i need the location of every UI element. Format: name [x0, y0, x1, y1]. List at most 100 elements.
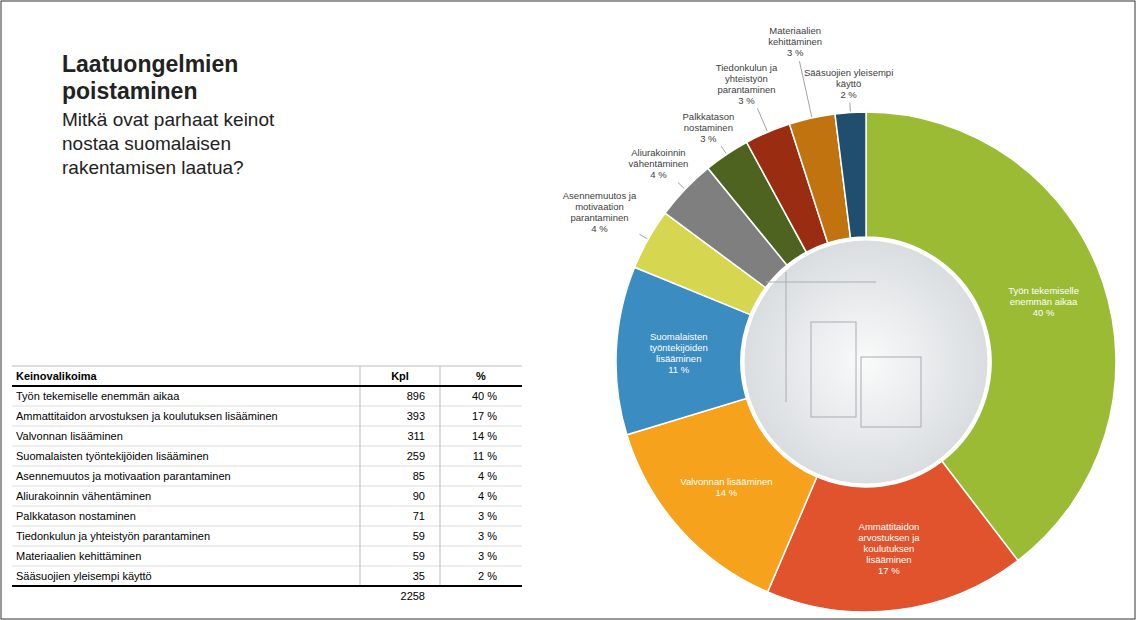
leader-line [849, 103, 851, 112]
table-cell: 3 % [478, 510, 497, 522]
slice-label: Suomalaistentyöntekijöidenlisääminen11 % [650, 331, 708, 375]
slice-value: 3 % [700, 133, 717, 144]
table-cell: 896 [407, 390, 425, 402]
pie-slice [835, 112, 866, 238]
center-image [743, 239, 989, 485]
slice-label: Ammattitaidonarvostuksen jakoulutuksenli… [858, 521, 920, 576]
slice-label: Materiaalienkehittäminen3 % [768, 25, 822, 58]
slice-category: Materiaalienkehittäminen [768, 25, 822, 47]
table-cell: Sääsuojien yleisempi käyttö [16, 570, 152, 582]
text-line: Suomalaisten [650, 331, 708, 342]
text-line: Työn tekemiselle [1008, 285, 1079, 296]
text-line: käyttö [836, 78, 861, 89]
table-cell: 4 % [478, 470, 497, 482]
center-drawing-part [786, 272, 787, 402]
slice-label: Tiedonkulun jayhteistyönparantaminen3 % [716, 62, 778, 106]
text-line: Valvonnan lisääminen [680, 476, 772, 487]
column-separator [440, 366, 441, 586]
text-line: Palkkatason [683, 111, 735, 122]
text-line: Aliurakoinnin [631, 147, 685, 158]
slice-category: Palkkatasonnostaminen [683, 111, 735, 133]
header-rule [12, 385, 522, 387]
table-cell: Materiaalien kehittäminen [16, 550, 141, 562]
row-separator [12, 406, 522, 407]
subtitle: Mitkä ovat parhaat keinot nostaa suomalai… [62, 109, 275, 178]
table-cell: 59 [413, 530, 425, 542]
text-line: poistaminen [62, 78, 197, 104]
text-line: Sääsuojien yleisempi [804, 67, 893, 78]
text-line: työntekijöiden [650, 342, 708, 353]
table-cell: 11 % [473, 450, 497, 462]
total-rule [12, 585, 522, 587]
slice-value: 17 % [878, 565, 900, 576]
table-cell: 4 % [478, 490, 497, 502]
row-separator [12, 466, 522, 467]
slice-label: Valvonnan lisääminen14 % [680, 476, 772, 498]
text-line: motivaation [575, 201, 624, 212]
column-header: Kpl [391, 370, 409, 382]
text-line: kehittäminen [768, 36, 822, 47]
text-line: Mitkä ovat parhaat keinot [62, 109, 275, 130]
row-separator [12, 426, 522, 427]
text-line: lisääminen [656, 353, 701, 364]
text-line: nostaminen [684, 122, 733, 133]
text-line: nostaa suomalaisen [62, 133, 231, 154]
slice-labels: Työn tekemiselleenemmän aikaa40 % Ammatti… [563, 25, 1079, 575]
table-cell: 59 [413, 550, 425, 562]
slice-label: Aliurakoinninvähentäminen4 % [629, 147, 689, 180]
center-drawing-part [766, 282, 876, 283]
text-line: lisääminen [866, 554, 911, 565]
slice-value: 14 % [716, 487, 738, 498]
slice-category: Valvonnan lisääminen [680, 476, 772, 487]
table-cell: Suomalaisten työntekijöiden lisääminen [16, 450, 209, 462]
column-header: % [476, 370, 486, 382]
center-drawing-part [861, 357, 921, 427]
slice-category: Sääsuojien yleisempikäyttö [804, 67, 893, 89]
table-cell: Valvonnan lisääminen [16, 430, 123, 442]
text-line: enemmän aikaa [1010, 296, 1078, 307]
leader-line [639, 234, 647, 238]
leader-line [678, 182, 685, 188]
slice-category: Suomalaistentyöntekijöidenlisääminen [650, 331, 708, 364]
text-line: parantaminen [570, 212, 628, 223]
table-cell: 259 [407, 450, 425, 462]
row-separator [12, 546, 522, 547]
slice-label: Työn tekemiselleenemmän aikaa40 % [1008, 285, 1079, 318]
table-cell: Tiedonkulun ja yhteistyön parantaminen [16, 530, 210, 542]
table-cell: 85 [413, 470, 425, 482]
slice-value: 3 % [738, 95, 755, 106]
row-separator [12, 446, 522, 447]
title: Laatuongelmienpoistaminen [62, 51, 238, 104]
row-separator [12, 566, 522, 567]
text-line: koulutuksen [864, 543, 915, 554]
slice-category: Asennemuutos jamotivaationparantaminen [563, 190, 637, 223]
table-cell: 3 % [478, 550, 497, 562]
text-line: arvostuksen ja [858, 532, 920, 543]
text-line: Ammattitaidon [859, 521, 920, 532]
text-line: Materiaalien [769, 25, 821, 36]
slide-frame [1, 1, 1135, 619]
chart-root: LaatuongelmienpoistaminenMitkä ovat parh… [0, 0, 1136, 620]
pie [616, 112, 1116, 612]
table-cell: 311 [407, 430, 425, 442]
column-header: Keinovalikoima [16, 370, 98, 382]
table: KeinovalikoimaKpl%Työn tekemiselle enemm… [12, 366, 522, 602]
row-separator [12, 486, 522, 487]
slice-value: 3 % [787, 47, 804, 58]
table-cell: Palkkatason nostaminen [16, 510, 136, 522]
text-line: Laatuongelmien [62, 51, 238, 77]
table-cell: 2 % [478, 570, 497, 582]
slice-category: Tiedonkulun jayhteistyönparantaminen [716, 62, 778, 95]
center-drawing-part [811, 322, 856, 417]
table-cell: 3 % [478, 530, 497, 542]
text-line: Tiedonkulun ja [716, 62, 778, 73]
slice-value: 11 % [668, 364, 690, 375]
table-cell: 35 [413, 570, 425, 582]
slice-category: Ammattitaidonarvostuksen jakoulutuksenli… [858, 521, 920, 565]
slice-category: Aliurakoinninvähentäminen [629, 147, 689, 169]
table-border [12, 366, 522, 367]
text-line: rakentamisen laatua? [62, 157, 244, 178]
table-cell: 90 [413, 490, 425, 502]
slice-label: Asennemuutos jamotivaationparantaminen4 … [563, 190, 637, 234]
column-separator [360, 366, 361, 586]
